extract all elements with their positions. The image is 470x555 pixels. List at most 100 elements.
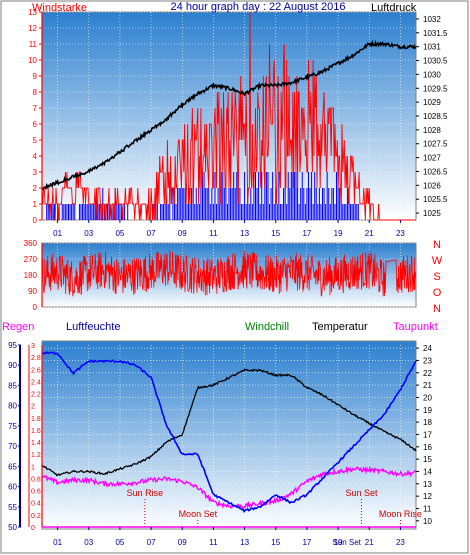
hour-tick-label: 19 [334,538,343,547]
rain-tick-label: 2.8 [31,355,41,362]
pressure-tick-label: 1027 [423,154,441,163]
pressure-tick-label: 1029.5 [423,84,448,93]
wind-speed-tick-label: 6 [33,120,38,129]
hour-tick-label: 19 [334,229,343,238]
temperature-tick-label: 15 [423,455,432,464]
wind-direction-line [41,250,417,297]
hour-tick-label: 09 [178,538,187,547]
hour-tick-label: 09 [178,229,187,238]
direction-tick-label: 180 [24,271,38,280]
legend-temperatur: Temperatur [312,321,368,333]
hour-tick-label: 01 [53,538,62,547]
temperature-tick-label: 18 [423,418,432,427]
hour-tick-label: 17 [302,229,311,238]
hour-tick-label: 03 [84,229,93,238]
hour-tick-label: 07 [147,538,156,547]
hour-tick-label: 11 [209,538,218,547]
temperature-tick-label: 24 [423,344,432,353]
hour-tick-label: 15 [271,229,280,238]
pressure-tick-label: 1027.5 [423,140,448,149]
pressure-tick-label: 1025.5 [423,195,448,204]
astro-annotation: Moon Rise [379,509,422,519]
wind-speed-tick-label: 13 [28,8,37,17]
direction-tick-label: 90 [28,287,37,296]
rain-tick-label: 1.8 [31,416,41,423]
rain-tick-label: 0 [31,525,35,532]
temperature-tick-label: 21 [423,381,432,390]
temperature-tick-label: 13 [423,480,432,489]
hour-tick-label: 21 [365,538,374,547]
wind-speed-tick-label: 7 [33,104,38,113]
rain-tick-label: 0.6 [31,489,41,496]
wind-speed-tick-label: 9 [33,72,38,81]
wind-speed-tick-label: 11 [29,40,38,49]
wind-speed-tick-label: 3 [33,168,38,177]
hour-tick-label: 23 [396,229,405,238]
direction-tick-label: 270 [24,255,38,264]
compass-label: N [433,239,441,251]
luftdruck-label: Luftdruck [371,2,417,14]
temperature-tick-label: 16 [423,443,432,452]
hour-tick-label: 23 [396,538,405,547]
pressure-tick-label: 1031.5 [423,29,448,38]
rain-tick-label: 2.2 [31,392,41,399]
pressure-tick-label: 1032 [423,15,441,24]
temperature-tick-label: 14 [423,467,432,476]
rain-tick-label: 2.4 [31,379,41,386]
pressure-tick-label: 1030 [423,70,441,79]
astro-annotation: Moon Set [179,509,218,519]
wind-speed-tick-label: 10 [28,56,37,65]
legend-taupunkt: Taupunkt [393,321,438,333]
wind-speed-tick-label: 5 [33,136,38,145]
pressure-tick-label: 1026.5 [423,167,448,176]
humidity-tick-label: 95 [8,341,17,350]
climate-legend: Regen Luftfeuchte Windchill Temperatur T… [2,321,438,333]
dewpoint-line [41,465,417,510]
rain-tick-label: 1.6 [31,428,41,435]
pressure-tick-label: 1026 [423,181,441,190]
astro-annotation: Sun Rise [127,488,164,498]
windstarke-label: Windstarke [32,2,87,14]
direction-tick-label: 360 [24,239,38,248]
pressure-tick-label: 1029 [423,98,441,107]
climate-plot-background [41,340,417,530]
legend-regen: Regen [2,321,34,333]
humidity-tick-label: 85 [8,381,17,390]
pressure-line [41,39,417,191]
astro-annotation: Sun Set [345,488,378,498]
wind-speed-tick-label: 8 [33,88,38,97]
humidity-tick-label: 50 [8,523,17,532]
temperature-tick-label: 12 [423,492,432,501]
hour-tick-label: 07 [147,229,156,238]
hour-tick-label: 11 [209,229,218,238]
compass-label: O [433,287,442,299]
rain-tick-label: 0.4 [31,501,41,508]
humidity-tick-label: 90 [8,361,17,370]
rain-tick-label: 2 [31,404,35,411]
rain-tick-label: 1.2 [31,452,41,459]
compass-label: S [433,271,440,283]
pressure-tick-label: 1031 [423,43,441,52]
bottom-sun-set-label: Sun Set [332,538,361,547]
hour-tick-label: 15 [271,538,280,547]
temperature-line [41,368,417,477]
legend-luftfeuchte: Luftfeuchte [66,321,120,333]
wind-speed-line [41,11,416,221]
humidity-tick-label: 70 [8,442,17,451]
humidity-tick-label: 60 [8,483,17,492]
rain-tick-label: 1.4 [31,440,41,447]
hour-tick-label: 05 [115,538,124,547]
humidity-tick-label: 65 [8,462,17,471]
temperature-tick-label: 23 [423,356,432,365]
humidity-tick-label: 55 [8,503,17,512]
temperature-tick-label: 17 [423,430,432,439]
pressure-tick-label: 1025 [423,209,441,218]
rain-tick-label: 2.6 [31,367,41,374]
legend-windchill: Windchill [245,321,289,333]
pressure-tick-label: 1028 [423,126,441,135]
temperature-tick-label: 10 [423,517,432,526]
wind-pressure-panel: 01234567891011121310251025.510261026.510… [28,1,448,238]
